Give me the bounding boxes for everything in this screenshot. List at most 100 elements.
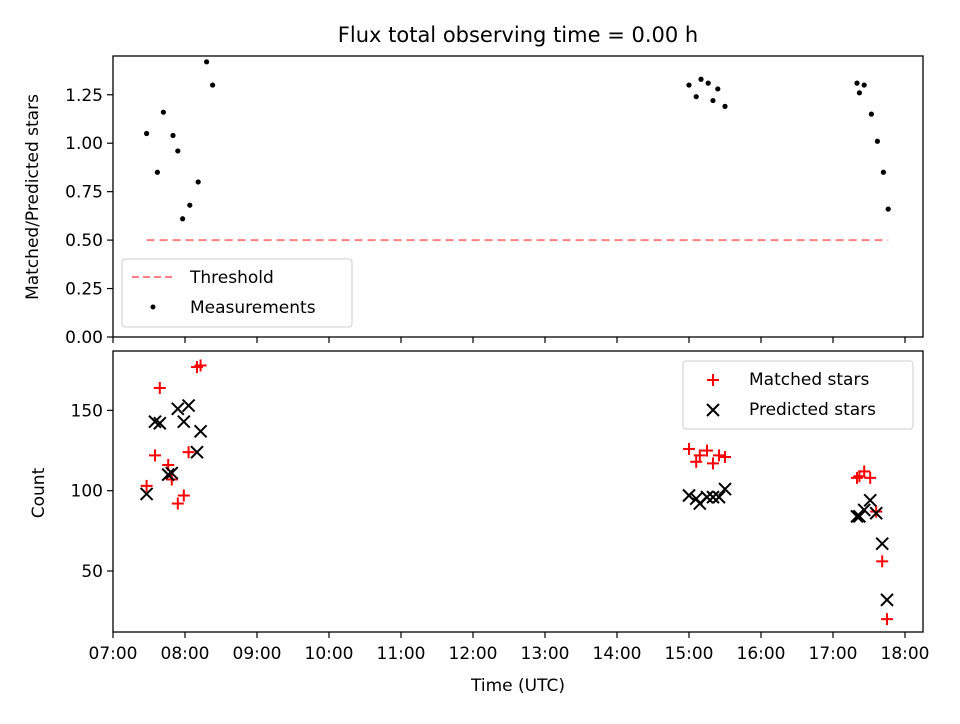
matched-stars-point [194,359,207,372]
x-tick-label: 18:00 [881,644,930,664]
top-y-axis: 0.00 0.25 0.50 0.75 1.00 1.25 [65,86,113,348]
bottom-y-axis-label: Count [29,467,49,518]
predicted-stars-point [153,416,167,430]
matched-stars-point [683,442,695,455]
x-tick-label: 15:00 [665,644,714,664]
measurements-point [144,130,150,137]
bottom-legend-box [682,360,914,430]
legend-predicted-swatch [706,403,720,417]
predicted-stars-point [165,466,179,480]
predicted-stars-point [706,490,720,504]
measurements-point [874,138,881,144]
bottom-legend: Matched stars Predicted stars [682,360,914,430]
predicted-stars-point [718,482,732,496]
top-y-axis-label: Matched/Predicted stars [23,94,43,300]
bottom-y-tick-label: 150 [71,401,103,421]
bottom-y-axis: 50 100 150 [71,401,113,582]
matched-stars-point [713,449,725,462]
x-tick-label: 07:00 [89,644,138,664]
measurements-point [170,132,176,139]
x-tick-label: 11:00 [377,644,426,664]
legend-measurements-label: Measurements [190,298,316,318]
top-plot-area [144,59,891,242]
matched-stars-point [153,381,166,394]
matched-stars-point [858,465,871,478]
predicted-stars-point [852,509,867,524]
measurements-point [195,179,201,185]
top-legend: Threshold Measurements [121,258,353,328]
measurements-point [154,169,160,175]
measurements-point [715,86,721,92]
measurements-point [175,148,181,154]
legend-measurements-swatch [150,304,156,310]
measurements-point [686,82,692,88]
predicted-stars-point [193,424,208,438]
top-y-tick-label: 0.50 [65,231,103,251]
x-tick-label: 10:00 [305,644,354,664]
legend-predicted-label: Predicted stars [749,400,876,420]
matched-stars-point [851,471,863,484]
matched-stars-point [881,613,893,626]
top-x-axis [112,337,906,343]
measurements-point [885,206,891,212]
top-chart-title: Flux total observing time = 0.00 h [338,23,698,47]
measurements-point [856,90,863,96]
measurements-point [204,59,210,65]
matched-stars-point [182,446,195,459]
predicted-stars-point [682,488,696,503]
x-tick-label: 14:00 [593,644,642,664]
matched-stars-point [693,449,706,462]
measurements-point [880,169,887,175]
x-axis-label: Time (UTC) [470,676,565,696]
predicted-stars-point [181,398,196,413]
x-tick-label: 16:00 [737,644,786,664]
predicted-stars-point [161,467,175,482]
matched-stars-point [876,555,889,568]
predicted-stars-point [880,593,894,607]
top-y-tick-label: 1.00 [65,134,103,154]
measurements-point [722,103,728,109]
x-tick-label: 12:00 [449,644,498,664]
bottom-x-axis: 07:00 08:00 09:00 10:00 11:00 12:00 13:00 14:00… [89,632,930,664]
top-y-tick-label: 0.75 [65,183,103,203]
predicted-stars-point [190,445,204,459]
predicted-stars-point [148,414,162,429]
bottom-y-tick-label: 50 [81,562,103,582]
x-tick-label: 17:00 [809,644,858,664]
matched-stars-point [864,471,877,484]
legend-matched-swatch [707,374,719,386]
predicted-stars-point [177,414,191,429]
measurements-point [698,76,704,82]
top-axes-frame [112,55,924,338]
predicted-stars-point [700,490,714,504]
measurements-point [180,216,186,222]
matched-stars-point [719,450,731,463]
matched-stars-point [870,505,883,518]
measurements-point [210,82,216,88]
legend-matched-label: Matched stars [749,370,869,390]
top-y-tick-label: 1.25 [65,86,103,106]
legend-threshold-label: Threshold [189,268,274,288]
top-legend-box [121,258,353,328]
measurements-point [187,202,193,208]
predicted-stars-point [869,506,883,520]
matched-stars-point [177,489,190,502]
bottom-plot-area [139,359,894,626]
measurements-point [854,80,860,86]
predicted-stars-point [712,490,726,504]
measurements-point [160,109,166,115]
predicted-stars-point [875,536,889,551]
top-y-tick-label: 0.25 [65,280,103,300]
bottom-y-tick-label: 100 [71,482,103,502]
predicted-stars-point [857,503,871,517]
measurements-point [868,111,875,117]
measurements-point [861,82,867,88]
measurements-point [710,97,716,104]
bottom-axes-frame [112,350,924,633]
predicted-stars-point [863,493,877,508]
matched-stars-point [707,457,719,470]
top-y-tick-label: 0.00 [65,328,103,348]
measurements-point [693,94,699,100]
predicted-stars-point [139,487,154,501]
